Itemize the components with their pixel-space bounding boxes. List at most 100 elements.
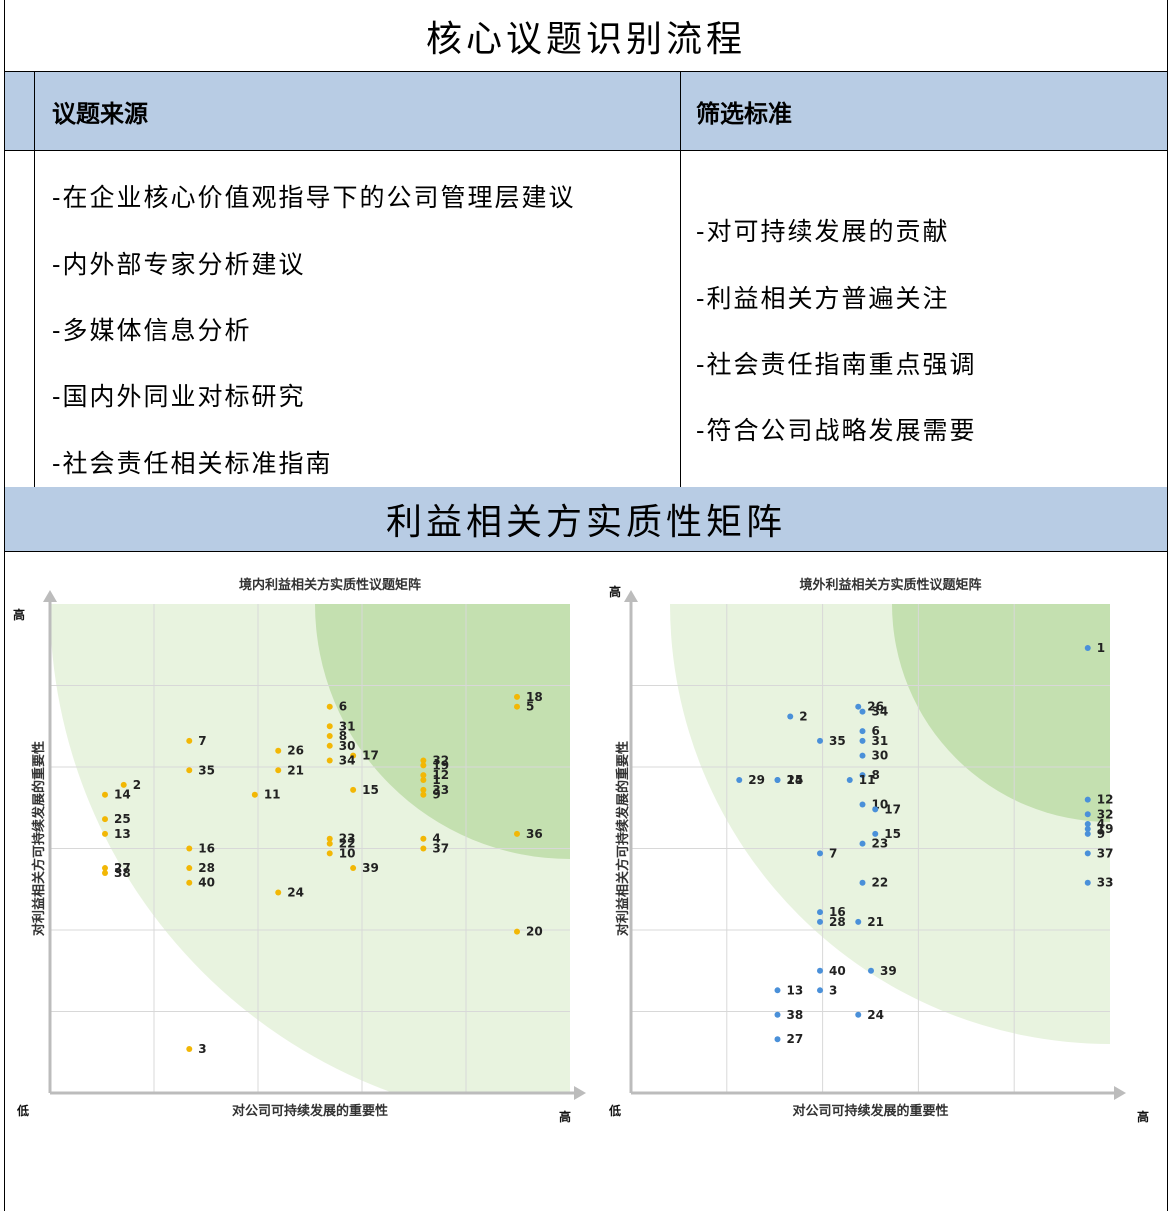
data-point	[350, 786, 357, 793]
data-point-label: 11	[859, 773, 876, 787]
x-axis-low-label: 低	[608, 1103, 621, 1118]
criteria-item: -社会责任指南重点强调	[696, 350, 977, 379]
data-point	[420, 772, 427, 779]
data-point	[514, 830, 520, 837]
data-point-label: 20	[526, 925, 543, 939]
data-point-label: 6	[339, 700, 347, 714]
data-point	[326, 850, 333, 857]
data-point-label: 34	[872, 705, 889, 719]
criteria-list: -对可持续发展的贡献 -利益相关方普遍关注 -社会责任指南重点强调 -符合公司战…	[696, 212, 1156, 462]
data-point-label: 9	[1097, 827, 1105, 841]
data-point-label: 15	[884, 827, 901, 841]
data-point	[186, 879, 193, 886]
matrix-section-title: 利益相关方实质性矩阵	[5, 487, 1167, 551]
data-point	[855, 703, 862, 710]
data-point-label: 3	[198, 1042, 206, 1056]
data-points: 1234678910111213141516171921222324252627…	[736, 641, 1113, 1046]
data-point-label: 17	[362, 749, 379, 763]
y-axis-label: 对利益相关方可持续发展的重要性	[31, 741, 47, 936]
data-point-label: 8	[339, 729, 347, 743]
data-point-label: 12	[432, 768, 449, 782]
data-point	[420, 835, 427, 842]
x-axis-high-label: 高	[559, 1109, 571, 1124]
data-point-label: 30	[339, 739, 356, 753]
data-point	[186, 1045, 193, 1052]
data-point-label: 23	[872, 837, 889, 851]
data-point-label: 18	[526, 690, 543, 704]
data-point-label: 33	[1097, 876, 1114, 890]
data-point-label: 37	[1097, 846, 1114, 860]
data-point-label: 35	[829, 734, 846, 748]
data-point	[855, 918, 862, 925]
divider	[680, 72, 681, 487]
data-point	[817, 967, 823, 974]
data-point-label: 40	[829, 964, 846, 978]
data-point-label: 27	[787, 1032, 804, 1046]
data-point-label: 26	[867, 700, 884, 714]
data-point	[859, 728, 866, 735]
data-point	[102, 791, 108, 798]
criteria-item: -对可持续发展的贡献	[696, 217, 950, 246]
data-point	[787, 713, 794, 720]
data-point	[1084, 879, 1091, 886]
data-point-label: 16	[198, 842, 215, 856]
data-point	[326, 742, 333, 749]
criteria-column-header: 筛选标准	[696, 99, 792, 128]
data-point-label: 21	[287, 763, 304, 777]
data-point-label: 13	[114, 827, 131, 841]
data-point	[350, 752, 357, 759]
data-point-label: 14	[114, 788, 131, 802]
data-point	[326, 733, 333, 740]
data-point	[350, 865, 357, 872]
data-point	[275, 767, 282, 774]
data-point-label: 4	[1097, 817, 1105, 831]
data-point-label: 28	[829, 915, 846, 929]
x-axis-label: 对公司可持续发展的重要性	[792, 1103, 948, 1119]
data-point	[420, 791, 427, 798]
data-point	[326, 723, 333, 730]
source-item: -多媒体信息分析	[52, 316, 252, 345]
data-point	[817, 909, 823, 916]
data-point	[420, 786, 427, 793]
data-point-label: 27	[114, 861, 131, 875]
data-point-label: 22	[339, 837, 356, 851]
data-point-label: 24	[867, 1008, 884, 1022]
y-axis-arrow	[43, 590, 57, 602]
x-axis-label: 对公司可持续发展的重要性	[232, 1103, 388, 1119]
data-point	[326, 835, 333, 842]
data-point-label: 36	[526, 827, 543, 841]
data-point-label: 31	[872, 734, 889, 748]
y-axis-arrow	[624, 590, 638, 602]
data-point	[420, 757, 427, 764]
data-point	[817, 737, 823, 744]
divider	[4, 71, 1168, 72]
data-point-label: 31	[339, 719, 356, 733]
data-point-label: 39	[362, 861, 379, 875]
data-point	[514, 928, 520, 935]
data-point-label: 40	[198, 876, 215, 890]
y-axis-high-label: 高	[609, 584, 621, 599]
source-item: -社会责任相关标准指南	[52, 449, 333, 478]
data-point	[1084, 830, 1091, 837]
x-axis-low-label: 低	[16, 1103, 29, 1118]
data-point	[1084, 850, 1091, 857]
data-point	[120, 781, 127, 788]
data-point-label: 22	[872, 876, 889, 890]
data-point-label: 39	[880, 964, 897, 978]
data-point	[326, 703, 333, 710]
data-point	[326, 840, 333, 847]
data-point	[102, 816, 108, 823]
data-point	[420, 762, 427, 769]
data-point	[817, 850, 823, 857]
data-point	[774, 777, 781, 784]
data-point	[420, 777, 427, 784]
data-point	[1084, 645, 1091, 652]
data-point-label: 25	[114, 812, 131, 826]
source-item: -在企业核心价值观指导下的公司管理层建议	[52, 183, 576, 212]
data-point-label: 30	[872, 749, 889, 763]
data-point-label: 34	[339, 753, 356, 767]
data-point	[859, 708, 866, 715]
data-point	[774, 1011, 781, 1018]
